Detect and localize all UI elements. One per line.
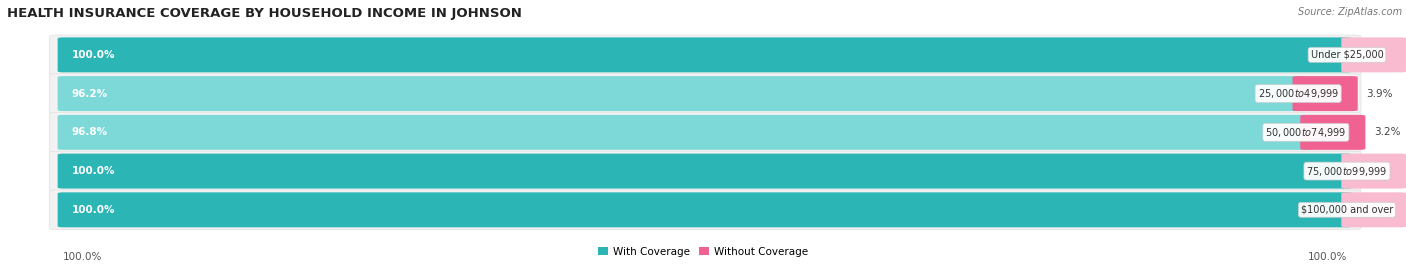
Text: 100.0%: 100.0%	[72, 166, 115, 176]
FancyBboxPatch shape	[1341, 37, 1406, 72]
FancyBboxPatch shape	[1301, 115, 1365, 150]
FancyBboxPatch shape	[58, 154, 1353, 189]
Text: Source: ZipAtlas.com: Source: ZipAtlas.com	[1298, 7, 1402, 17]
FancyBboxPatch shape	[49, 74, 1361, 114]
FancyBboxPatch shape	[58, 115, 1312, 150]
Text: HEALTH INSURANCE COVERAGE BY HOUSEHOLD INCOME IN JOHNSON: HEALTH INSURANCE COVERAGE BY HOUSEHOLD I…	[7, 7, 522, 20]
Text: $25,000 to $49,999: $25,000 to $49,999	[1257, 87, 1339, 100]
Text: $100,000 and over: $100,000 and over	[1301, 205, 1393, 215]
Text: Under $25,000: Under $25,000	[1310, 50, 1384, 60]
Text: 96.2%: 96.2%	[72, 89, 108, 99]
FancyBboxPatch shape	[49, 112, 1361, 152]
FancyBboxPatch shape	[58, 37, 1353, 72]
Text: 100.0%: 100.0%	[1308, 252, 1347, 262]
FancyBboxPatch shape	[58, 192, 1353, 227]
Text: 3.9%: 3.9%	[1367, 89, 1392, 99]
FancyBboxPatch shape	[58, 76, 1303, 111]
FancyBboxPatch shape	[1292, 76, 1358, 111]
FancyBboxPatch shape	[49, 151, 1361, 191]
Text: 96.8%: 96.8%	[72, 127, 108, 137]
FancyBboxPatch shape	[1341, 192, 1406, 227]
Text: 100.0%: 100.0%	[72, 205, 115, 215]
Text: 3.2%: 3.2%	[1374, 127, 1400, 137]
FancyBboxPatch shape	[1341, 154, 1406, 189]
Text: 100.0%: 100.0%	[63, 252, 103, 262]
FancyBboxPatch shape	[49, 35, 1361, 75]
Text: $75,000 to $99,999: $75,000 to $99,999	[1306, 165, 1388, 178]
Legend: With Coverage, Without Coverage: With Coverage, Without Coverage	[593, 243, 813, 261]
Text: 100.0%: 100.0%	[72, 50, 115, 60]
Text: $50,000 to $74,999: $50,000 to $74,999	[1265, 126, 1347, 139]
FancyBboxPatch shape	[49, 190, 1361, 230]
